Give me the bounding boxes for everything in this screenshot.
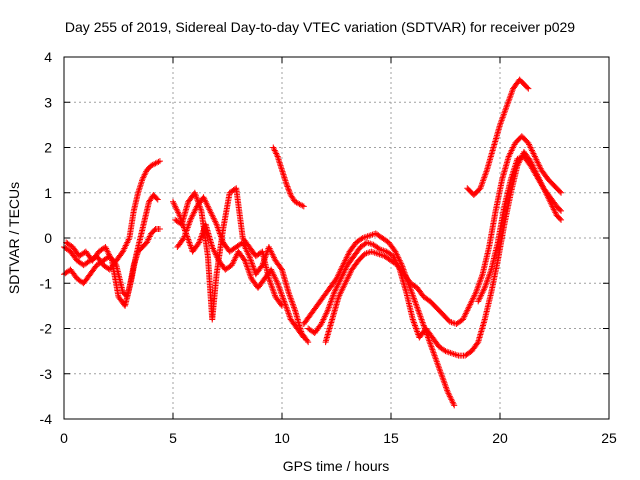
chart-title: Day 255 of 2019, Sidereal Day-to-day VTE… bbox=[65, 19, 575, 35]
data-point bbox=[304, 337, 311, 344]
data-point bbox=[278, 265, 285, 272]
data-point bbox=[283, 182, 290, 189]
data-point bbox=[155, 158, 162, 165]
data-point bbox=[286, 187, 293, 194]
data-point bbox=[156, 225, 163, 232]
data-point bbox=[283, 180, 290, 187]
data-point bbox=[156, 158, 163, 165]
data-point bbox=[300, 334, 307, 341]
y-tick-label: -4 bbox=[40, 411, 53, 427]
data-point bbox=[558, 216, 565, 223]
data-points bbox=[61, 76, 565, 409]
data-point bbox=[300, 203, 307, 210]
data-point bbox=[299, 333, 306, 340]
x-tick-label: 5 bbox=[169, 430, 177, 446]
data-point bbox=[556, 215, 563, 222]
x-tick-label: 0 bbox=[60, 430, 68, 446]
data-point bbox=[153, 195, 160, 202]
x-tick-label: 10 bbox=[274, 430, 290, 446]
data-point bbox=[179, 236, 186, 243]
x-tick-label: 25 bbox=[601, 430, 617, 446]
data-point bbox=[195, 240, 202, 247]
data-point bbox=[375, 245, 382, 252]
y-axis-label: SDTVAR / TECUs bbox=[6, 182, 22, 294]
data-point bbox=[284, 183, 291, 190]
data-point bbox=[305, 339, 312, 346]
data-point bbox=[241, 256, 248, 263]
grid bbox=[64, 57, 609, 419]
data-point bbox=[451, 402, 458, 409]
data-point bbox=[525, 85, 532, 92]
data-point bbox=[524, 84, 531, 91]
y-tick-label: 2 bbox=[44, 140, 52, 156]
y-tick-label: -2 bbox=[40, 321, 53, 337]
x-axis-label: GPS time / hours bbox=[283, 458, 390, 474]
data-point bbox=[284, 184, 291, 191]
data-point bbox=[556, 188, 563, 195]
y-tick-label: -1 bbox=[40, 275, 53, 291]
data-point bbox=[556, 206, 563, 213]
data-point bbox=[558, 207, 565, 214]
data-point bbox=[474, 340, 481, 347]
y-tick-label: 0 bbox=[44, 230, 52, 246]
data-point bbox=[558, 189, 565, 196]
y-tick-label: 1 bbox=[44, 185, 52, 201]
x-tick-label: 20 bbox=[492, 430, 508, 446]
data-point bbox=[299, 202, 306, 209]
data-point bbox=[441, 347, 448, 354]
x-tick-label: 15 bbox=[383, 430, 399, 446]
y-tick-label: -3 bbox=[40, 366, 53, 382]
data-point bbox=[286, 189, 293, 196]
data-point bbox=[151, 227, 158, 234]
plot-frame bbox=[63, 56, 610, 420]
data-point bbox=[287, 190, 294, 197]
data-point bbox=[278, 301, 285, 308]
y-tick-label: 3 bbox=[44, 94, 52, 110]
data-point bbox=[279, 302, 285, 309]
data-point bbox=[154, 196, 161, 203]
data-point bbox=[285, 186, 292, 193]
y-tick-label: 4 bbox=[44, 49, 52, 65]
data-point bbox=[358, 235, 365, 242]
